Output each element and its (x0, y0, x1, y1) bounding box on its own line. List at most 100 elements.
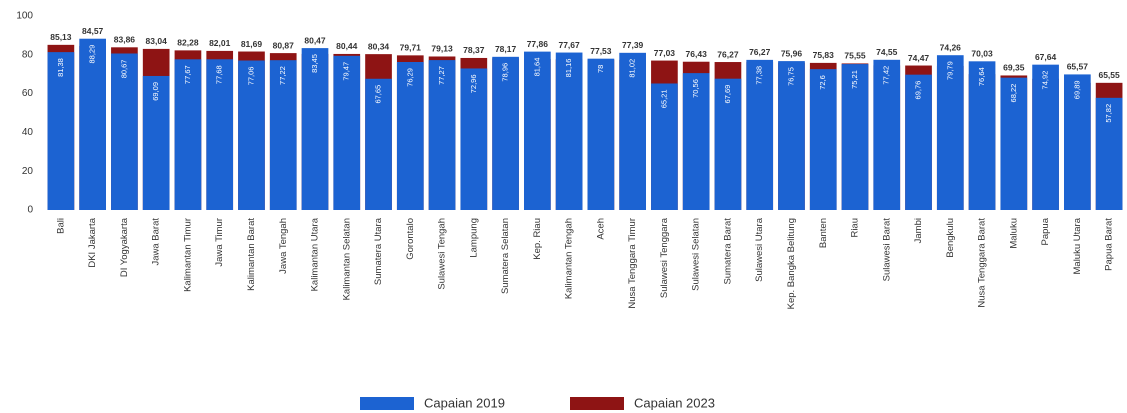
x-tick-label: DKI Jakarta (87, 217, 98, 267)
x-tick-label: Papua Barat (1104, 218, 1115, 271)
value-label: 74,47 (908, 53, 930, 63)
x-tick-label: Maluku Utara (1072, 217, 1083, 274)
bar (1032, 64, 1059, 210)
bar (619, 52, 646, 211)
value-label: 74,55 (876, 47, 898, 57)
inner-label: 79,47 (342, 62, 351, 81)
bar (714, 78, 742, 210)
x-tick-label: Jawa Barat (151, 218, 162, 266)
y-tick-label: 60 (22, 88, 34, 99)
x-tick-label: Kalimantan Timur (182, 218, 193, 292)
x-tick-label: Bengkulu (945, 218, 956, 258)
value-label: 85,13 (50, 32, 72, 42)
inner-label: 76,64 (977, 67, 986, 86)
inner-label: 81,16 (564, 59, 573, 78)
x-tick-label: Sumatera Barat (722, 218, 733, 285)
x-tick-label: Lampung (468, 218, 479, 258)
inner-label: 77,06 (246, 67, 255, 86)
value-label: 65,57 (1067, 62, 1089, 72)
inner-label: 76,29 (405, 68, 414, 87)
inner-label: 70,56 (691, 79, 700, 98)
x-tick-label: Aceh (595, 218, 606, 240)
bar (587, 58, 615, 211)
bar (873, 59, 901, 210)
bar (841, 64, 869, 211)
x-tick-label: Kep. Bangka Belitung (786, 218, 797, 309)
value-label: 83,86 (114, 35, 136, 45)
value-label: 77,86 (527, 39, 549, 49)
inner-label: 68,22 (1009, 84, 1018, 103)
inner-label: 69,09 (151, 82, 160, 101)
bar (111, 53, 138, 210)
legend-label: Capaian 2023 (634, 395, 715, 410)
x-tick-label: Jawa Timur (214, 218, 225, 267)
x-tick-label: Kalimantan Tengah (564, 218, 575, 299)
x-tick-label: Maluku (1008, 218, 1019, 249)
x-tick-label: Banten (818, 218, 829, 248)
bar (1064, 74, 1091, 211)
value-label: 83,04 (146, 36, 168, 46)
value-label: 78,17 (495, 44, 517, 54)
value-label: 76,43 (686, 49, 708, 59)
inner-label: 77,27 (437, 66, 446, 85)
x-tick-label: Sulawesi Barat (881, 218, 892, 282)
inner-label: 76,75 (786, 67, 795, 86)
value-label: 65,55 (1098, 70, 1120, 80)
bar (905, 74, 932, 210)
bar (1095, 97, 1123, 210)
inner-label: 67,65 (374, 85, 383, 104)
inner-label: 77,38 (755, 66, 764, 85)
y-tick-label: 80 (22, 49, 34, 60)
bar (269, 60, 297, 210)
legend-swatch (570, 397, 624, 410)
value-label: 82,28 (177, 38, 199, 48)
x-tick-label: Nusa Tenggara Timur (627, 218, 638, 309)
x-tick-label: Jambi (913, 218, 924, 243)
value-label: 82,01 (209, 38, 231, 48)
inner-label: 67,69 (723, 85, 732, 104)
inner-label: 69,76 (914, 81, 923, 100)
x-tick-label: Kalimantan Selatan (341, 218, 352, 300)
y-tick-label: 40 (22, 127, 34, 138)
inner-label: 83,45 (310, 54, 319, 73)
inner-label: 72,6 (818, 75, 827, 90)
inner-label: 78 (596, 65, 605, 73)
bar (206, 59, 234, 211)
bar (936, 55, 964, 211)
bar (555, 52, 583, 211)
x-tick-label: Sulawesi Selatan (691, 218, 702, 291)
x-tick-label: Sulawesi Tenggara (659, 217, 670, 298)
bar (651, 83, 678, 210)
value-label: 75,83 (813, 50, 835, 60)
bar (778, 61, 805, 211)
value-label: 77,39 (622, 40, 644, 50)
value-label: 69,35 (1003, 63, 1025, 73)
x-tick-label: Riau (850, 218, 861, 238)
value-label: 80,34 (368, 41, 390, 51)
inner-label: 79,79 (945, 61, 954, 80)
inner-label: 65,21 (659, 89, 668, 108)
bar (968, 61, 996, 210)
x-tick-label: Sulawesi Utara (754, 217, 765, 282)
value-label: 67,64 (1035, 52, 1057, 62)
x-tick-label: Sulawesi Tengah (437, 218, 448, 290)
value-label: 77,67 (558, 40, 580, 50)
bar (238, 60, 265, 210)
x-tick-label: Sumatera Selatan (500, 218, 511, 294)
value-label: 74,26 (940, 42, 962, 52)
bar (492, 56, 519, 211)
inner-label: 81,38 (56, 58, 65, 77)
value-label: 80,47 (304, 35, 326, 45)
x-tick-label: Bali (55, 218, 66, 234)
value-label: 75,55 (844, 51, 866, 61)
x-tick-label: Kep. Riau (532, 218, 543, 260)
value-label: 77,53 (590, 46, 612, 56)
inner-label: 77,68 (215, 65, 224, 84)
bar (47, 52, 75, 210)
inner-label: 57,82 (1104, 104, 1113, 123)
x-tick-label: DI Yogyakarta (119, 217, 130, 277)
legend-swatch (360, 397, 414, 410)
x-tick-label: Nusa Tenggara Barat (977, 218, 988, 308)
bar (524, 51, 551, 210)
inner-label: 77,67 (183, 65, 192, 84)
